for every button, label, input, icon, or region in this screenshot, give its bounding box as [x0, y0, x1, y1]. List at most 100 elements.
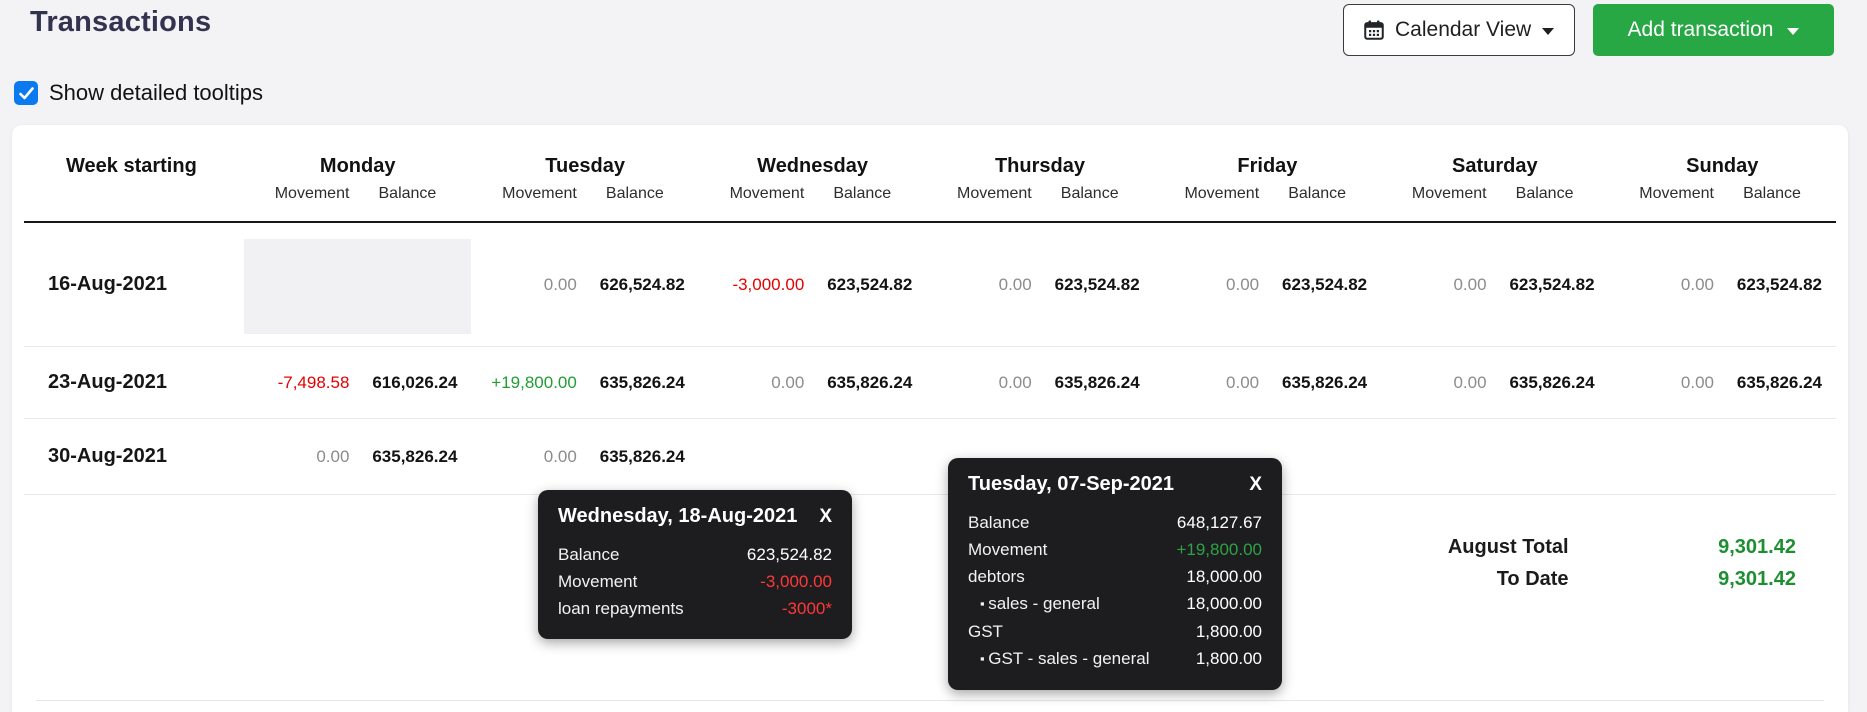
balance-value: 635,826.24 [1736, 372, 1822, 392]
tooltip-row-label: GST [968, 622, 1003, 641]
balance-value: 623,524.82 [1509, 274, 1595, 294]
tooltip-row: Movement +19,800.00 [968, 536, 1262, 563]
movement-header: Movement [729, 185, 805, 202]
movement-value: 0.00 [1453, 274, 1487, 294]
day-cell[interactable]: 0.00 635,826.24 [699, 347, 926, 418]
balance-value: 635,826.24 [599, 446, 685, 466]
movement-header: Movement [502, 185, 577, 202]
balance-header: Balance [1515, 185, 1574, 202]
tooltip-row: debtors 18,000.00 [968, 563, 1262, 590]
day-header-thursday: Thursday [994, 155, 1085, 177]
day-cell[interactable] [1609, 419, 1836, 494]
day-cell[interactable]: 0.00 626,524.82 [471, 223, 698, 346]
tooltip-row-label: Balance [968, 513, 1030, 532]
movement-value: 0.00 [543, 274, 577, 294]
tooltip-row: Balance 623,524.82 [558, 541, 832, 568]
balance-value: 623,524.82 [1282, 274, 1368, 294]
movement-value: 0.00 [1226, 274, 1260, 294]
calendar-icon [1364, 20, 1384, 40]
day-cell[interactable] [699, 419, 926, 494]
balance-value: 635,826.24 [827, 372, 913, 392]
balance-value: 635,826.24 [1509, 372, 1595, 392]
tooltip-row: loan repayments -3000* [558, 595, 832, 622]
subheader: Movement Balance [244, 181, 471, 207]
day-cell[interactable]: -7,498.58 616,026.24 [244, 347, 471, 418]
tooltip-row-label: Movement [558, 572, 638, 591]
balance-value: 626,524.82 [599, 274, 685, 294]
tooltip-tuesday-07-sep: Tuesday, 07-Sep-2021 X Balance 648,127.67… [948, 458, 1282, 690]
day-cell[interactable]: 0.00 623,524.82 [926, 223, 1153, 346]
tooltip-row-label: GST - sales - general [968, 645, 1149, 673]
close-icon[interactable]: X [819, 505, 832, 527]
movement-value: 0.00 [316, 446, 350, 466]
day-cell[interactable]: 0.00 623,524.82 [1154, 223, 1381, 346]
day-cell[interactable]: 0.00 635,826.24 [1381, 347, 1608, 418]
tooltip-row-value: 623,524.82 [746, 545, 832, 564]
calendar-view-label: Calendar View [1395, 18, 1532, 41]
movement-header: Movement [957, 185, 1032, 202]
close-icon[interactable]: X [1249, 473, 1262, 495]
day-cell[interactable]: 0.00 635,826.24 [244, 419, 471, 494]
day-cell[interactable] [1381, 419, 1608, 494]
movement-header: Movement [1639, 185, 1714, 202]
to-date-value: 9,301.42 [1718, 568, 1796, 590]
subheader: Movement Balance [1609, 181, 1836, 207]
page-title: Transactions [30, 6, 212, 38]
chevron-down-icon [1542, 28, 1555, 35]
day-cell[interactable]: 0.00 635,826.24 [471, 419, 698, 494]
week-start-date: 23-Aug-2021 [48, 371, 167, 393]
balance-header: Balance [378, 185, 437, 202]
add-transaction-button[interactable]: Add transaction [1593, 4, 1834, 56]
tooltip-title: Tuesday, 07-Sep-2021 [968, 473, 1175, 495]
table-row: 16-Aug-2021 0.00 626,524.82 -3,000.00 623,… [24, 223, 1836, 347]
table-row: 23-Aug-2021 -7,498.58 616,026.24 +19,800.… [24, 347, 1836, 419]
balance-value: 635,826.24 [372, 446, 458, 466]
totals-row-to-date: To Date 9,301.42 [24, 563, 1836, 595]
balance-value: 623,524.82 [1054, 274, 1140, 294]
day-cell[interactable]: -3,000.00 623,524.82 [699, 223, 926, 346]
tooltip-row-label: Balance [558, 545, 620, 564]
tooltip-row-value: 18,000.00 [1186, 567, 1262, 586]
movement-header: Movement [1411, 185, 1487, 202]
august-total-value: 9,301.42 [1718, 536, 1796, 558]
day-cell-empty [244, 239, 472, 334]
show-tooltips-label: Show detailed tooltips [49, 80, 264, 105]
tooltip-row-label: loan repayments [558, 599, 684, 618]
subheader: Movement Balance [471, 181, 698, 207]
transactions-card: Week starting Monday Tuesday Wednesday T… [12, 125, 1848, 712]
tooltip-row-label: debtors [968, 567, 1025, 586]
tooltip-row-value: 1,800.00 [1195, 649, 1262, 668]
subheader: Movement Balance [1154, 181, 1381, 207]
check-icon [18, 86, 34, 99]
calendar-view-button[interactable]: Calendar View [1343, 4, 1576, 56]
tooltip-row-label: Movement [968, 540, 1048, 559]
tooltip-title: Wednesday, 18-Aug-2021 [558, 505, 798, 527]
balance-value: 623,524.82 [1736, 274, 1822, 294]
day-cell[interactable]: 0.00 635,826.24 [1609, 347, 1836, 418]
day-cell[interactable]: 0.00 623,524.82 [1609, 223, 1836, 346]
day-header-wednesday: Wednesday [757, 155, 868, 177]
to-date-label: To Date [1496, 568, 1569, 590]
movement-value: 0.00 [543, 446, 577, 466]
table-row: 30-Aug-2021 0.00 635,826.24 0.00 635,826.2… [24, 419, 1836, 495]
day-cell[interactable]: 0.00 623,524.82 [1381, 223, 1608, 346]
day-cell[interactable]: +19,800.00 635,826.24 [471, 347, 698, 418]
movement-value: 0.00 [1680, 274, 1714, 294]
movement-value: +19,800.00 [491, 372, 577, 392]
balance-header: Balance [833, 185, 892, 202]
day-cell[interactable]: 0.00 635,826.24 [1154, 347, 1381, 418]
movement-value: 0.00 [1453, 372, 1487, 392]
tooltip-row-value: 648,127.67 [1176, 513, 1262, 532]
day-header-tuesday: Tuesday [545, 155, 625, 177]
week-starting-header: Week starting [66, 155, 197, 177]
balance-header: Balance [605, 185, 664, 202]
day-cell[interactable]: 0.00 635,826.24 [926, 347, 1153, 418]
show-tooltips-checkbox[interactable] [14, 81, 38, 105]
balance-value: 623,524.82 [827, 274, 913, 294]
show-tooltips-control: Show detailed tooltips [14, 80, 263, 106]
tooltip-row: Movement -3,000.00 [558, 568, 832, 595]
tooltip-row-label: sales - general [968, 590, 1100, 618]
balance-header: Balance [1060, 185, 1119, 202]
day-header-sunday: Sunday [1686, 155, 1759, 177]
tooltip-row-value: 1,800.00 [1195, 622, 1262, 641]
